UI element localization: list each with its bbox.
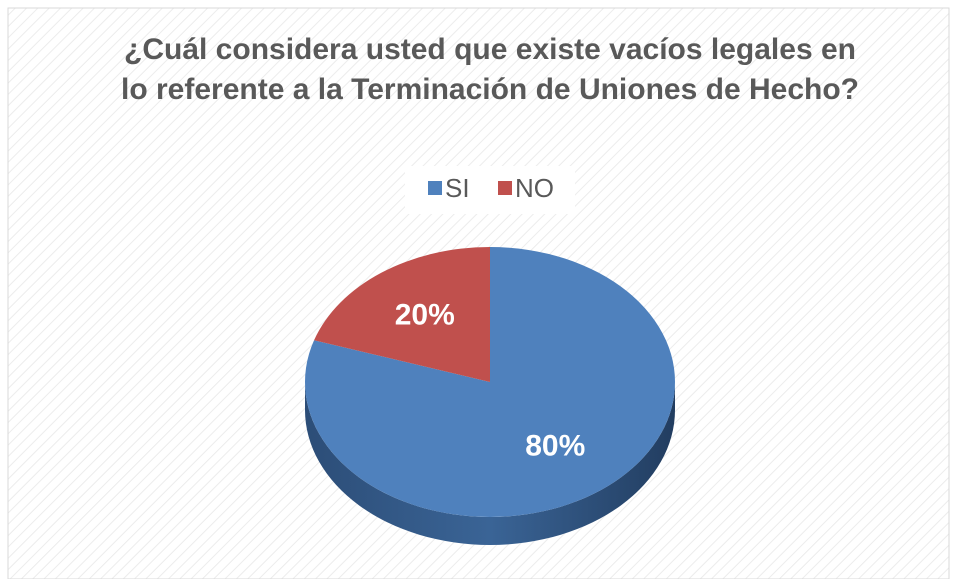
data-label: 80% — [525, 429, 585, 462]
legend-swatch — [428, 181, 442, 195]
pie-slice — [314, 247, 490, 382]
pie-side — [305, 382, 675, 545]
data-label: 20% — [395, 298, 455, 331]
chart-title: ¿Cuál considera usted que existe vacíos … — [121, 33, 859, 106]
legend-swatch — [498, 181, 512, 195]
legend-label: SI — [445, 173, 470, 203]
legend-label: NO — [515, 173, 554, 203]
